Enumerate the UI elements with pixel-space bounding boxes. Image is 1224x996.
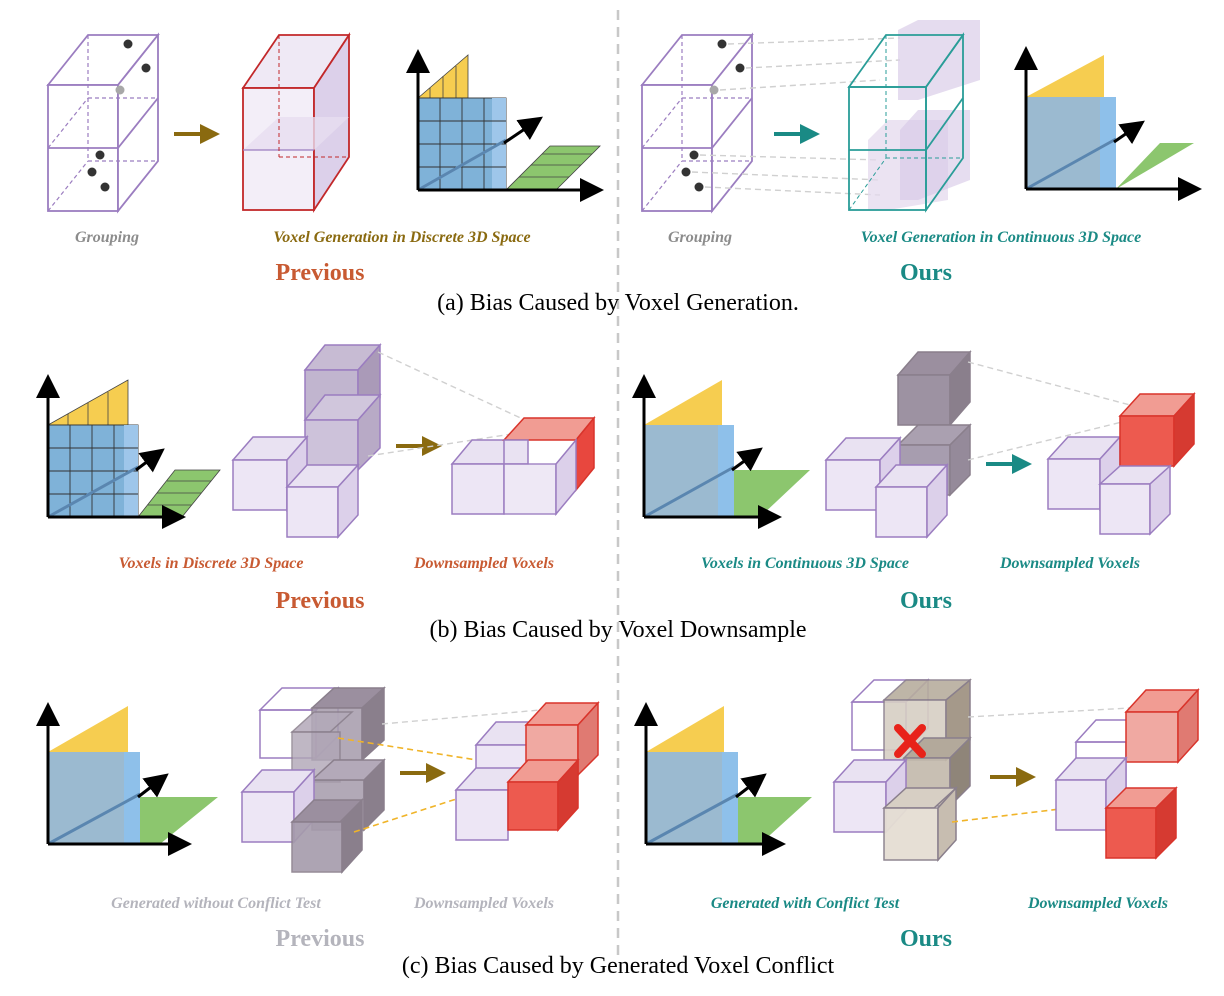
- voxel-grid-icon: [640, 32, 754, 214]
- axes-3d-icon: [36, 374, 221, 529]
- voxel-cube-icon: [454, 701, 600, 841]
- point-dots-icon: [87, 39, 151, 192]
- title-b-right: Ours: [900, 588, 952, 614]
- voxel-cube-icon: [450, 415, 596, 517]
- panel-b: Voxels in Discrete 3D Space Downsampled …: [36, 343, 1196, 643]
- label-b-left-down: Downsampled Voxels: [413, 555, 554, 572]
- title-c-left: Previous: [276, 926, 365, 952]
- label-c-left-down: Downsampled Voxels: [413, 895, 554, 912]
- panel-a: Grouping Voxel Generation in Discrete 3D…: [46, 20, 1202, 316]
- voxel-cube-icon: [231, 343, 382, 539]
- label-c-right-voxels: Generated with Conflict Test: [711, 895, 900, 912]
- title-a-right: Ours: [900, 260, 952, 286]
- label-c-left-voxels: Generated without Conflict Test: [111, 895, 321, 912]
- voxel-cube-icon: [832, 678, 972, 862]
- label-a-left-grouping: Grouping: [75, 229, 139, 246]
- voxel-cube-icon: [1046, 392, 1196, 536]
- cross-mark-icon: [894, 724, 926, 758]
- voxel-cube-icon: [240, 686, 386, 874]
- voxel-cube-icon: [824, 349, 972, 539]
- label-b-left-voxels: Voxels in Discrete 3D Space: [119, 555, 304, 572]
- voxel-cube-icon: [241, 32, 351, 213]
- caption-c: (c) Bias Caused by Generated Voxel Confl…: [402, 953, 835, 979]
- panel-c: Generated without Conflict Test Downsamp…: [36, 678, 1200, 979]
- label-c-right-down: Downsampled Voxels: [1027, 895, 1168, 912]
- axes-3d-icon: [634, 702, 812, 856]
- axes-3d-icon: [406, 49, 604, 202]
- title-c-right: Ours: [900, 926, 952, 952]
- point-dots-icon: [681, 39, 745, 192]
- label-a-left-generation: Voxel Generation in Discrete 3D Space: [273, 229, 530, 246]
- voxel-cube-icon: [847, 20, 980, 213]
- label-a-right-grouping: Grouping: [668, 229, 732, 246]
- caption-a: (a) Bias Caused by Voxel Generation.: [437, 290, 799, 316]
- caption-b: (b) Bias Caused by Voxel Downsample: [429, 617, 806, 643]
- axes-3d-icon: [1014, 46, 1202, 201]
- axes-3d-icon: [36, 702, 218, 856]
- axes-3d-icon: [632, 374, 810, 529]
- label-a-right-generation: Voxel Generation in Continuous 3D Space: [861, 229, 1142, 246]
- label-b-right-voxels: Voxels in Continuous 3D Space: [701, 555, 909, 572]
- title-b-left: Previous: [276, 588, 365, 614]
- voxel-cube-icon: [1054, 688, 1200, 860]
- label-b-right-down: Downsampled Voxels: [999, 555, 1140, 572]
- title-a-left: Previous: [276, 260, 365, 286]
